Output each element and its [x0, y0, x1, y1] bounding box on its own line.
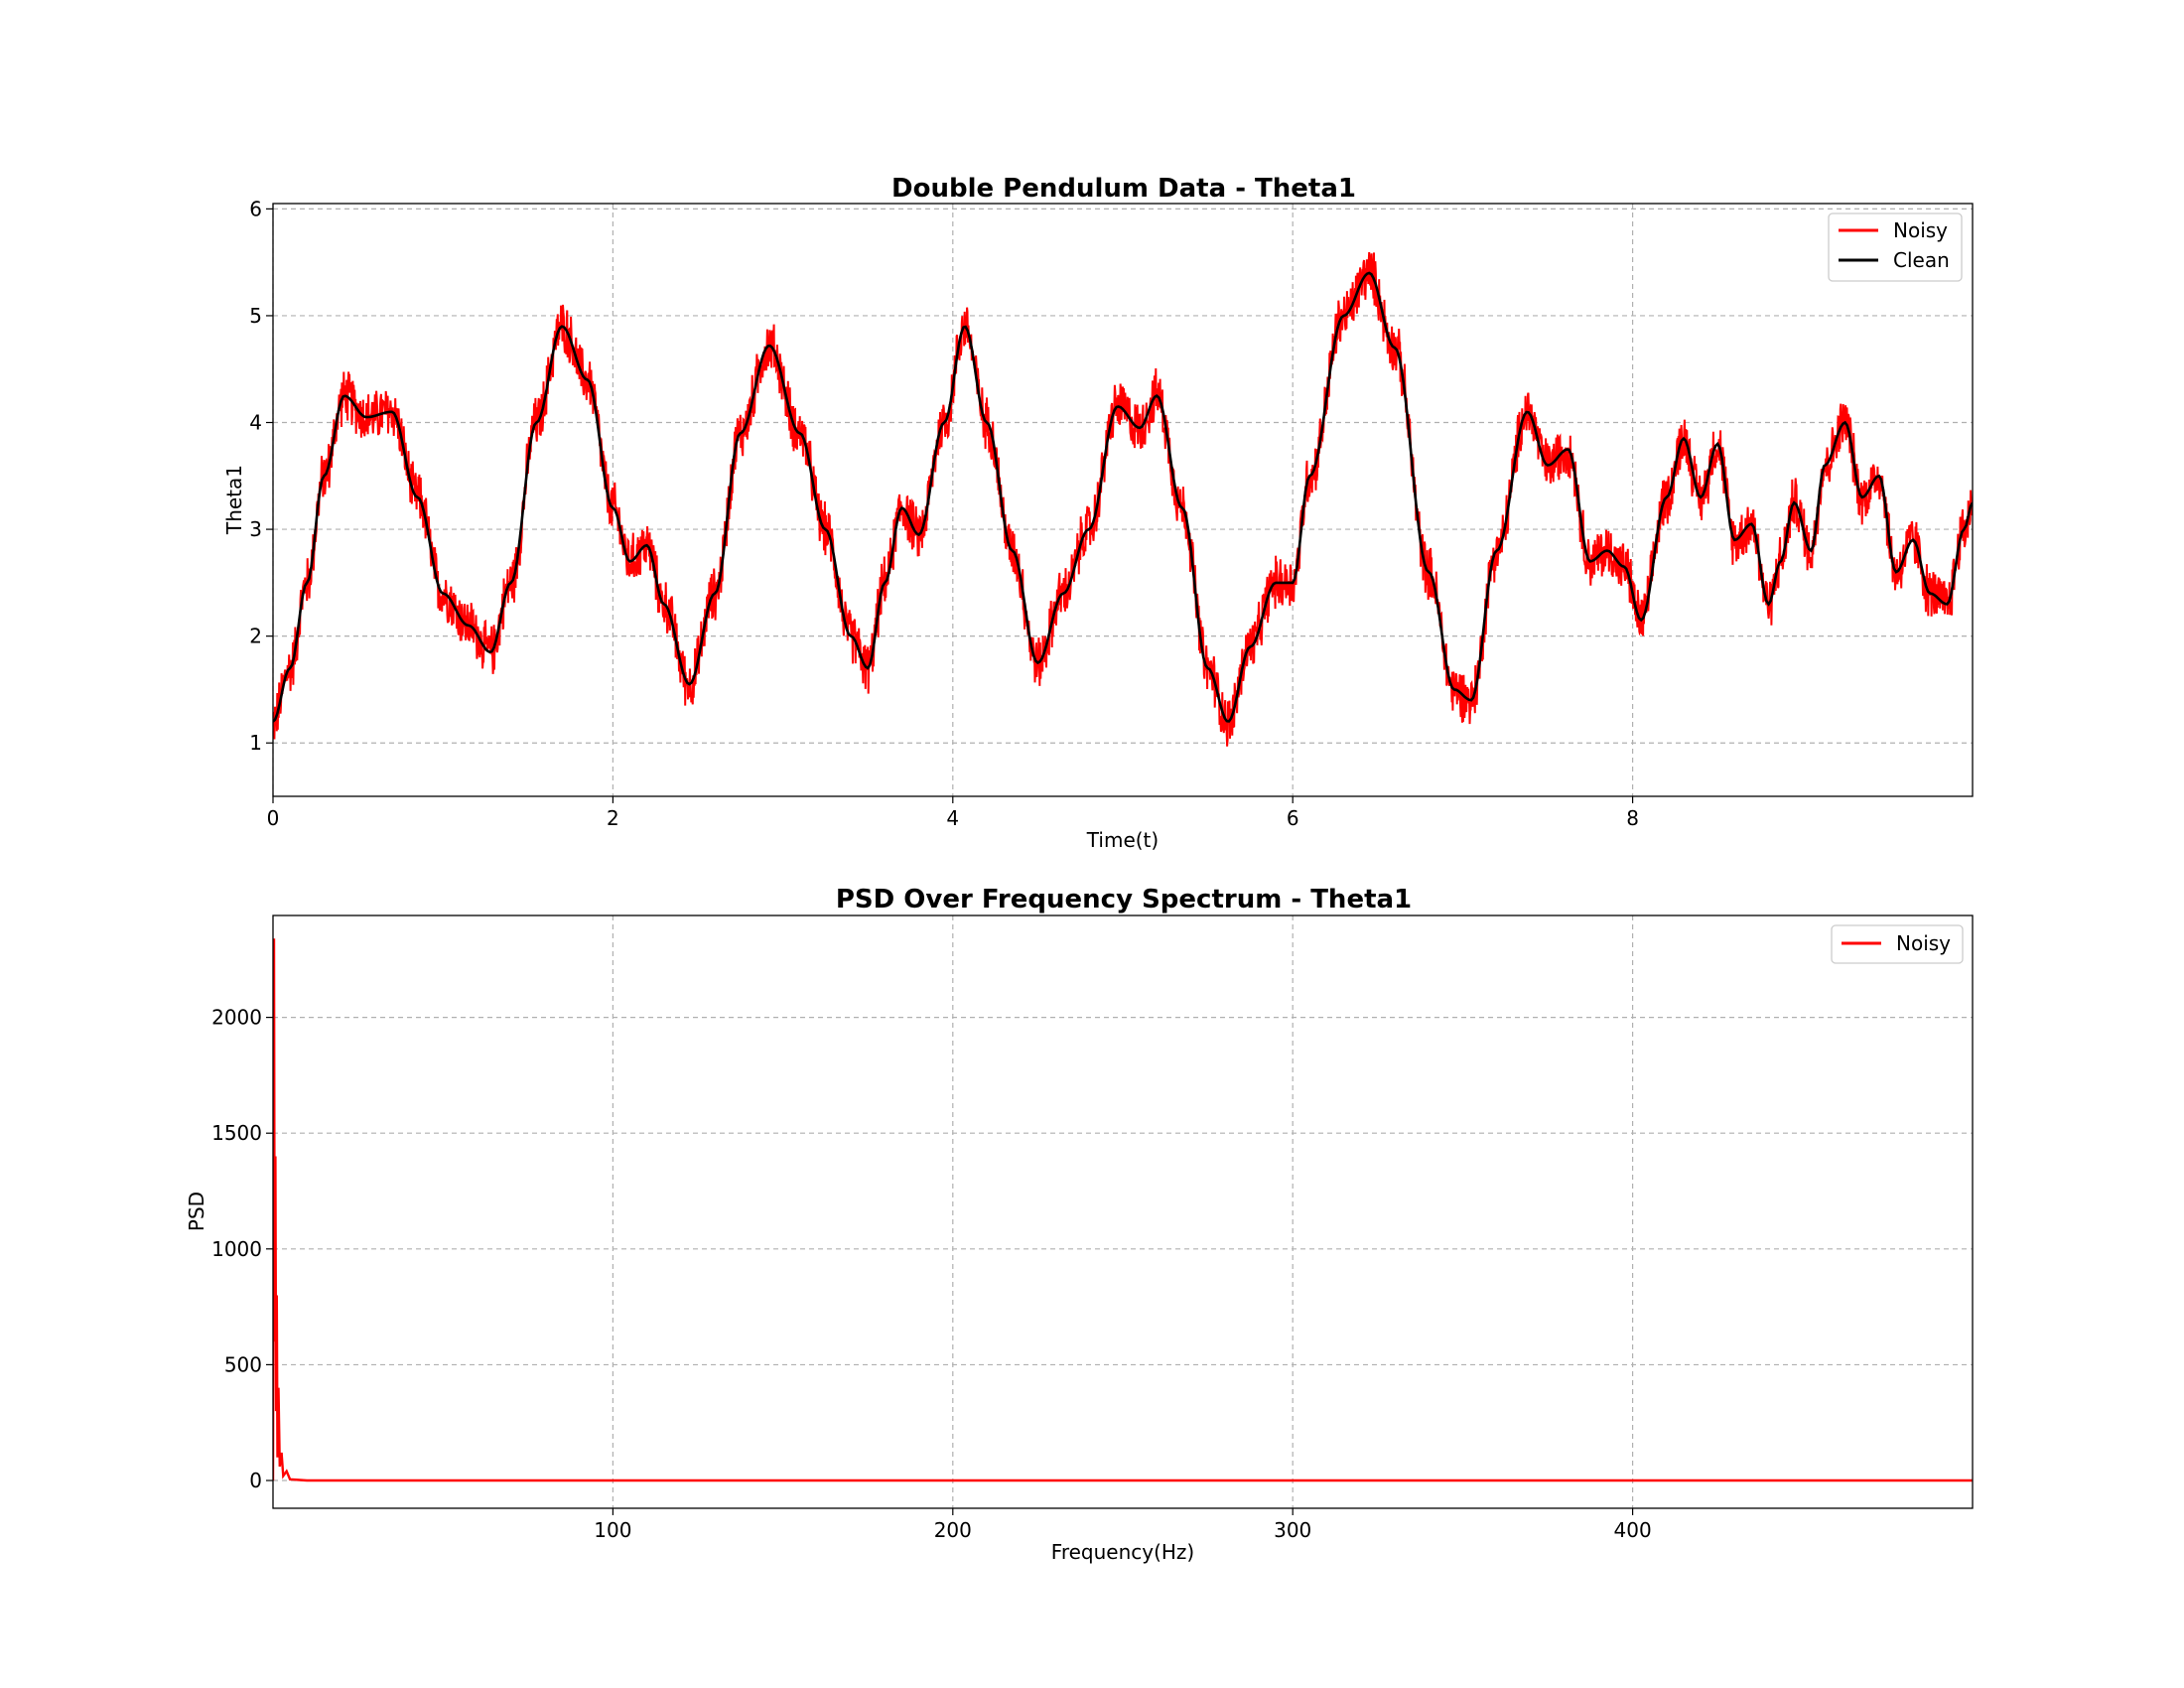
x-tick-label: 0: [267, 806, 280, 830]
x-tick-label: 200: [934, 1518, 972, 1542]
y-axis-label: Theta1: [222, 465, 246, 535]
grid: [272, 204, 1973, 796]
y-tick-label: 1500: [211, 1121, 262, 1145]
x-tick-label: 8: [1626, 806, 1639, 830]
legend-box: [1831, 924, 1964, 964]
series-clip-group: [273, 938, 1973, 1482]
chart-title: Double Pendulum Data - Theta1: [891, 174, 1356, 204]
y-axis-label: PSD: [185, 1192, 208, 1231]
y-tick-label: 2000: [211, 1006, 262, 1030]
y-tick-label: 1000: [211, 1237, 262, 1261]
y-tick-label: 3: [249, 517, 262, 541]
plot-frame: [272, 914, 1974, 1509]
series-noisy-line: [273, 938, 1973, 1482]
y-tick-label: 6: [249, 197, 262, 220]
ticks: 100 200 300 400 0 500 1000 1500 2000: [211, 1006, 1652, 1542]
x-tick-label: 6: [1287, 806, 1299, 830]
x-tick-label: 100: [594, 1518, 631, 1542]
x-tick-label: 2: [607, 806, 619, 830]
x-axis-label: Frequency(Hz): [1051, 1540, 1194, 1564]
legend-label-noisy: Noisy: [1896, 931, 1951, 955]
psd-frequency-chart: PSD Over Frequency Spectrum - Theta1 100…: [185, 885, 1974, 1564]
y-tick-label: 0: [249, 1469, 262, 1492]
legend: Noisy Clean: [1828, 212, 1963, 282]
y-tick-label: 2: [249, 625, 262, 648]
series-clip-group: [273, 251, 1973, 747]
plot-frame: [272, 203, 1974, 797]
legend-label-clean: Clean: [1893, 248, 1950, 272]
legend-label-noisy: Noisy: [1893, 218, 1948, 242]
x-axis-label: Time(t): [1086, 828, 1159, 852]
y-tick-label: 500: [224, 1352, 262, 1376]
chart-title: PSD Over Frequency Spectrum - Theta1: [836, 885, 1412, 914]
series-layer: [273, 251, 1973, 747]
y-tick-label: 4: [249, 411, 262, 435]
ticks: 0 2 4 6 8 1 2 3 4 5 6: [249, 197, 1639, 830]
x-tick-label: 4: [946, 806, 959, 830]
legend: Noisy: [1831, 924, 1964, 964]
x-tick-label: 400: [1614, 1518, 1652, 1542]
x-tick-label: 300: [1274, 1518, 1311, 1542]
theta1-time-chart: Double Pendulum Data - Theta1 0 2 4 6 8 1 2 3 4 5…: [222, 174, 1974, 852]
series-layer: [273, 938, 1973, 1482]
y-tick-label: 1: [249, 731, 262, 755]
y-tick-label: 5: [249, 304, 262, 328]
series-clean-line: [273, 271, 1973, 723]
